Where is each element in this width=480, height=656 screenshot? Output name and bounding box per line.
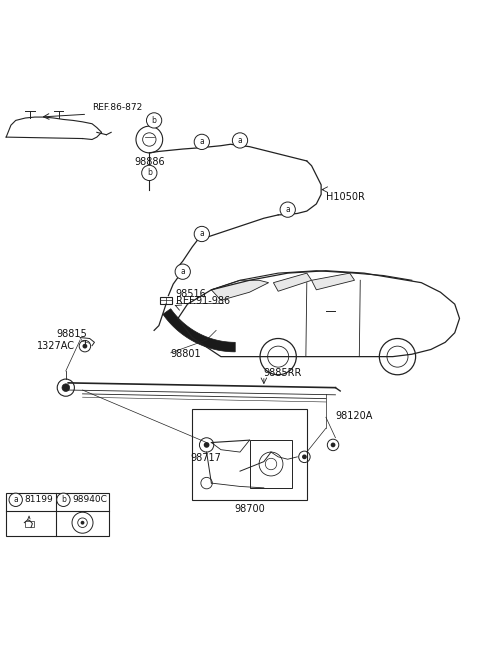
Circle shape [83, 344, 87, 348]
Text: a: a [238, 136, 242, 145]
Circle shape [302, 455, 307, 459]
Text: b: b [152, 116, 156, 125]
Text: 98120A: 98120A [336, 411, 373, 421]
Text: a: a [200, 137, 204, 146]
Circle shape [232, 133, 248, 148]
Text: H1050R: H1050R [326, 192, 365, 202]
Circle shape [194, 226, 209, 241]
Text: b: b [61, 495, 66, 504]
Text: 98815: 98815 [56, 329, 87, 338]
Bar [192, 409, 307, 500]
Text: 81199: 81199 [24, 495, 53, 504]
Circle shape [142, 165, 157, 180]
Bar [6, 493, 109, 535]
Circle shape [175, 264, 191, 279]
Text: 9885RR: 9885RR [264, 368, 302, 379]
Bar [250, 440, 292, 488]
Polygon shape [312, 273, 355, 290]
Text: b: b [147, 169, 152, 177]
Polygon shape [211, 280, 269, 300]
Text: REF.91-986: REF.91-986 [176, 297, 230, 306]
Circle shape [194, 134, 209, 150]
Text: 1327AC: 1327AC [37, 341, 75, 351]
Circle shape [81, 521, 84, 525]
Text: 98717: 98717 [190, 453, 221, 462]
Text: 98886: 98886 [134, 157, 165, 167]
Text: 98516: 98516 [176, 289, 206, 298]
Circle shape [146, 113, 162, 128]
Bar [25, 522, 34, 527]
Circle shape [57, 493, 70, 506]
Polygon shape [163, 309, 235, 352]
Text: 98940C: 98940C [72, 495, 107, 504]
Circle shape [204, 442, 209, 448]
Text: a: a [285, 205, 290, 214]
Circle shape [280, 202, 295, 217]
Circle shape [62, 384, 70, 392]
Text: REF.86-872: REF.86-872 [92, 103, 142, 112]
Polygon shape [274, 273, 312, 291]
Text: 98700: 98700 [234, 504, 265, 514]
Text: 98801: 98801 [171, 349, 202, 359]
Circle shape [331, 443, 336, 447]
Bar [160, 297, 172, 304]
Text: a: a [180, 267, 185, 276]
Text: a: a [13, 495, 18, 504]
Text: a: a [200, 230, 204, 239]
Circle shape [9, 493, 23, 506]
